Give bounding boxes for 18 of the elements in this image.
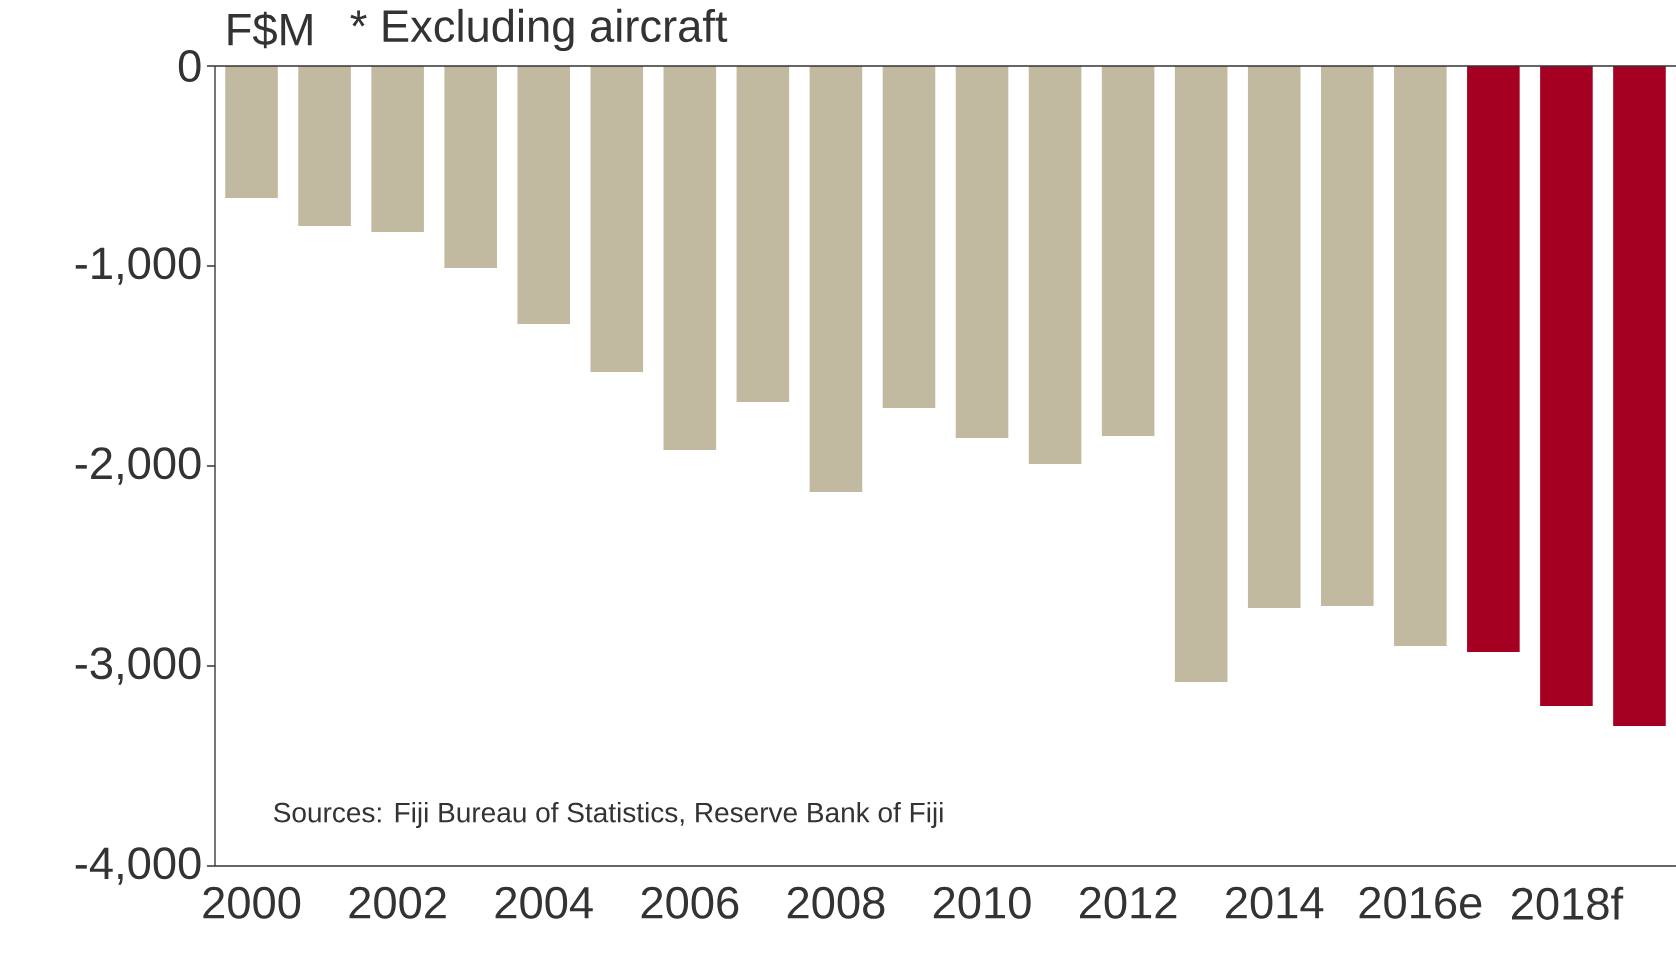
x-tick-label: 2014 [1226, 886, 1324, 919]
y-tick-label: -4,000 [75, 847, 201, 885]
y-tick-label: -2,000 [75, 447, 201, 485]
y-tick-label: -1,000 [75, 247, 201, 285]
x-tick-label: 2002 [349, 886, 446, 919]
x-tick-label: 2006 [641, 886, 739, 919]
y-tick-label: -3,000 [75, 647, 201, 685]
x-tick-label: 2018f [1511, 886, 1624, 920]
y-axis-title: F$M [228, 11, 312, 49]
x-tick-label: 2016e [1359, 886, 1482, 919]
x-tick-label: 2012 [1079, 886, 1177, 919]
x-tick-label: 2004 [495, 886, 593, 919]
x-tick-label: 2008 [787, 886, 885, 919]
x-tick-label: 2000 [203, 886, 301, 919]
text: * Excluding aircraft [350, 8, 728, 52]
x-tick-label: 2010 [933, 886, 1031, 919]
annotation: Sources: Fiji Bureau of Statistics, Reserve Bank of Fiji [274, 801, 943, 829]
y-tick-label: 0 [178, 49, 201, 83]
